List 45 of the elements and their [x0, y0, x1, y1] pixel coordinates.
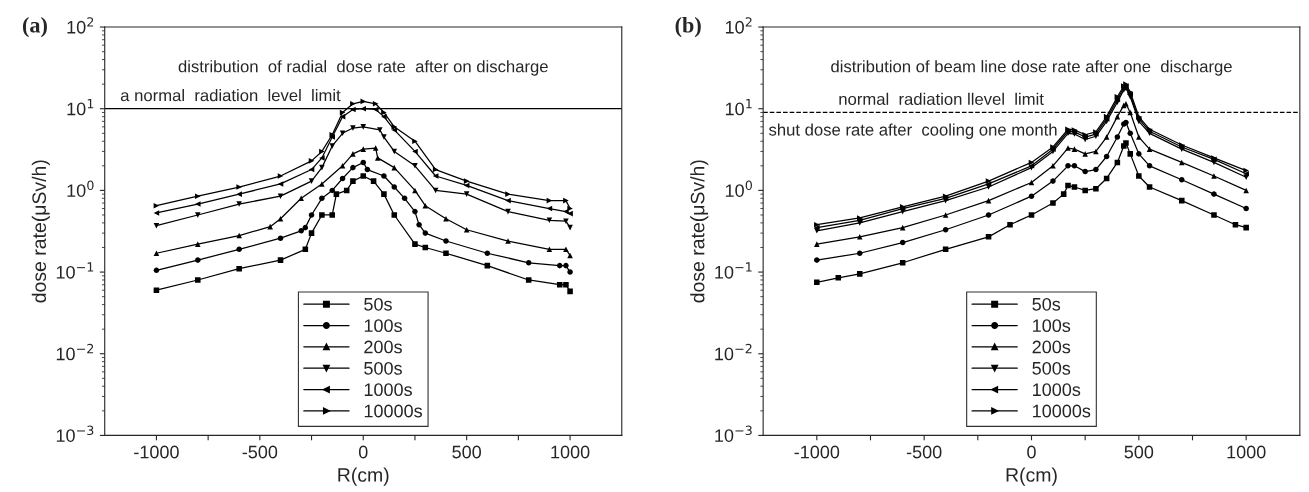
- y-axis-title: dose rate(μSv/h): [31, 160, 50, 303]
- y-tick-label: 10$^{2}$: [67, 17, 94, 34]
- x-tick-label: -500: [906, 445, 942, 459]
- y-tick-label: 10$^{−3}$: [715, 425, 752, 442]
- chart-title: (a): [22, 16, 47, 38]
- x-tick-label: 0: [358, 445, 368, 459]
- annotation: distribution of radial dose rate after on discharge: [178, 60, 548, 76]
- y-tick-label: 10$^{−2}$: [56, 343, 94, 361]
- y-tick-label: 10$^{−1}$: [56, 262, 94, 279]
- legend-label: 50s: [1032, 297, 1061, 311]
- x-tick-label: 0: [1027, 445, 1036, 459]
- y-axis-title: dose rate(μSv/h): [690, 160, 709, 303]
- x-tick-label: 1000: [1227, 445, 1266, 459]
- legend-label: 50s: [364, 297, 392, 311]
- y-tick-label: 10$^{0}$: [725, 180, 752, 197]
- y-tick-label: 10$^{−2}$: [715, 343, 752, 361]
- legend-label: 10000s: [364, 404, 423, 418]
- x-tick-label: -500: [242, 445, 278, 459]
- y-tick-label: 10$^{−3}$: [56, 425, 94, 442]
- ref-line-label: a normal radiation level limit: [120, 89, 341, 102]
- x-tick-label: 500: [452, 445, 482, 459]
- y-tick-label: 10$^{0}$: [67, 180, 94, 197]
- legend-label: 100s: [1033, 319, 1071, 333]
- y-tick-label: 10$^{1}$: [725, 99, 752, 116]
- x-tick-label: 1000: [551, 445, 590, 459]
- ref-line-label: normal radiation llevel limit: [839, 92, 1044, 106]
- legend-label: 10000s: [1033, 404, 1091, 418]
- y-tick-label: 10$^{−1}$: [715, 262, 752, 279]
- x-tick-label: -1000: [794, 445, 840, 459]
- y-tick-label: 10$^{1}$: [67, 99, 94, 116]
- x-axis-title: R(cm): [338, 467, 389, 486]
- x-tick-label: 500: [1124, 445, 1154, 459]
- legend-label: 200s: [364, 340, 402, 354]
- annotation: distribution of beam line dose rate after one discharge: [831, 60, 1232, 76]
- legend-label: 1000s: [1033, 383, 1081, 397]
- legend-label: 1000s: [364, 383, 412, 397]
- y-tick-label: 10$^{2}$: [725, 17, 752, 34]
- legend-label: 500s: [1032, 361, 1071, 375]
- x-tick-label: -1000: [134, 445, 179, 459]
- chart-title: (b): [675, 16, 701, 38]
- x-axis-title: R(cm): [1006, 467, 1057, 486]
- legend-label: 500s: [364, 361, 402, 375]
- legend-label: 100s: [364, 319, 402, 333]
- legend-label: 200s: [1032, 340, 1071, 354]
- annotation: shut dose rate after cooling one month: [768, 123, 1057, 139]
